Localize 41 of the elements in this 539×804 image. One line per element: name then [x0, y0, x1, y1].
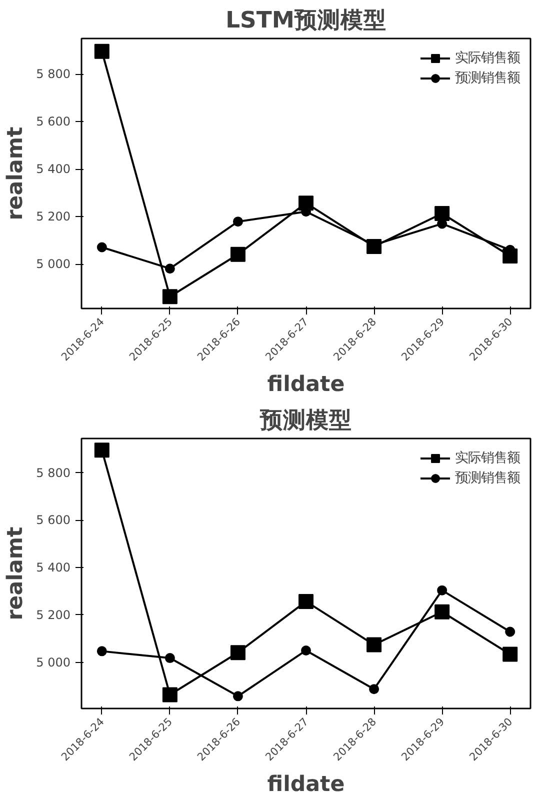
point — [232, 216, 243, 227]
y-tick-label: 5 200 — [36, 608, 71, 622]
point — [434, 604, 450, 620]
point — [164, 264, 175, 274]
chart-title: 预测模型 — [259, 408, 352, 434]
y-tick-label: 5 000 — [36, 257, 71, 272]
legend-label: 实际销售额 — [455, 50, 520, 67]
y-tick-label: 5 800 — [36, 466, 71, 480]
y-axis-title: realamt — [3, 126, 28, 220]
legend-label: 预测销售额 — [455, 70, 520, 87]
legend-label: 预测销售额 — [455, 470, 520, 487]
point — [162, 289, 178, 304]
point — [298, 594, 314, 609]
y-tick-label: 5 800 — [36, 67, 71, 82]
point — [437, 585, 448, 596]
point — [369, 684, 380, 694]
legend-label: 实际销售额 — [455, 450, 520, 467]
point — [230, 246, 246, 262]
y-tick-label: 5 000 — [36, 655, 71, 670]
y-tick-label: 5 600 — [36, 114, 71, 129]
point — [502, 646, 518, 662]
point — [94, 442, 110, 458]
y-axis-title: realamt — [3, 526, 28, 620]
point — [162, 687, 178, 702]
point — [434, 206, 450, 222]
point — [94, 44, 110, 59]
point — [505, 626, 516, 637]
point — [301, 645, 311, 656]
point — [164, 653, 175, 664]
point — [230, 645, 246, 660]
y-tick-label: 5 200 — [36, 210, 71, 224]
y-tick-label: 5 600 — [36, 513, 71, 528]
point — [366, 637, 382, 652]
point — [232, 691, 243, 702]
x-axis-title: fildate — [267, 772, 345, 798]
point — [96, 242, 107, 252]
point — [96, 646, 107, 656]
chart-title: LSTM预测模型 — [226, 8, 386, 34]
y-tick-label: 5 400 — [36, 560, 71, 575]
x-axis-title: fildate — [267, 372, 345, 398]
y-tick-label: 5 400 — [36, 162, 71, 176]
